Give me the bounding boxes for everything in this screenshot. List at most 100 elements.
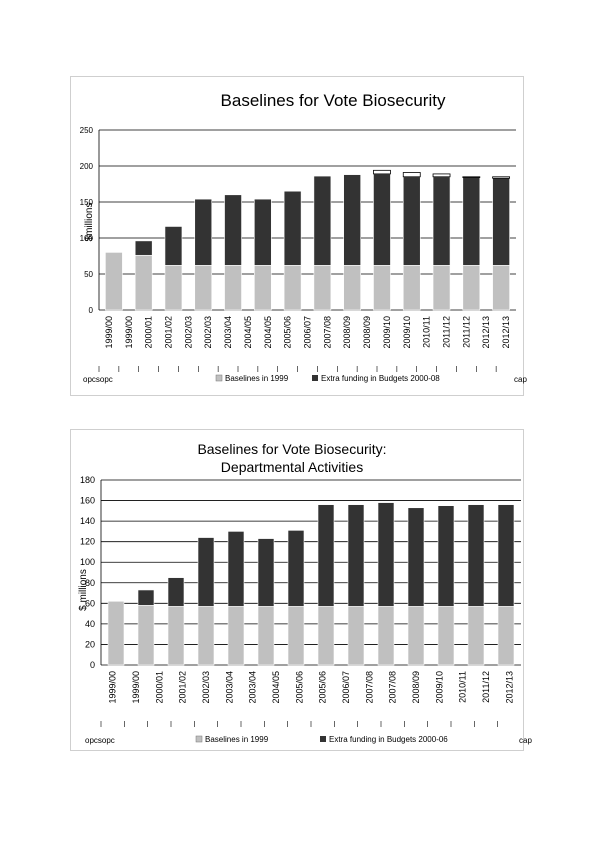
chart-1-legend-swatch-baseline [215, 374, 223, 382]
chart-1-plot: 0 50 100 150 200 250 1999/00 1999/00 2000/01 2001… [80, 126, 528, 384]
chart-1-x-tick-label: 2005/06 [283, 316, 293, 349]
chart-2-plot: 0 20 40 60 80 100 120 140 160 180 1999/00 1999/00 20… [80, 475, 532, 745]
chart-1-bar-extra [194, 198, 213, 266]
chart-1-title: Baselines for Vote Biosecurity [221, 91, 446, 110]
chart-1-bar-extra [283, 190, 302, 266]
chart-2-bar-baseline [437, 606, 455, 666]
chart-2-y-tick-label: 0 [90, 660, 95, 670]
chart-1-bar-top [402, 172, 421, 178]
chart-2-x-tick-label: 2000/01 [154, 671, 164, 704]
chart-1-legend-left-text: opcsopc [83, 375, 113, 384]
chart-2-bar-extra [467, 504, 485, 607]
chart-1-ylabel: $millions [84, 203, 95, 242]
chart-1-x-tick-label: 2006/07 [303, 316, 313, 349]
chart-2-bar-extra [317, 504, 335, 607]
chart-2-y-tick-label: 120 [80, 537, 95, 547]
chart-2-x-tick-label: 2008/09 [411, 671, 421, 704]
chart-1-y-tick-label: 150 [80, 198, 94, 207]
chart-1-x-tick-label: 2010/11 [422, 316, 432, 348]
chart-2-x-tick-label: 1999/00 [108, 671, 118, 704]
chart-2-x-tick-label: 2005/06 [318, 671, 328, 704]
chart-1-x-tick-label: 2012/13 [481, 316, 491, 349]
chart-2-bar-baseline [167, 606, 185, 666]
chart-2-x-tick-label: 2007/08 [364, 671, 374, 704]
chart-1-bar-top [373, 169, 391, 175]
chart-2-bar-extra [257, 538, 275, 607]
chart-1-bar-baseline [402, 265, 421, 311]
chart-2-bar-baseline [497, 606, 515, 666]
chart-1-bar-baseline [432, 265, 451, 311]
chart-2-x-tick-label: 2002/03 [201, 671, 211, 704]
chart-1-bar-extra [343, 174, 361, 266]
chart-2-bar-extra [197, 537, 215, 607]
chart-1-legend-baseline-label: Baselines in 1999 [225, 374, 289, 383]
chart-2-y-tick-label: 180 [80, 475, 95, 485]
chart-1-bar-baseline [105, 252, 123, 311]
chart-1-bar-baseline [134, 254, 153, 311]
chart-1-y-tick-label: 200 [80, 162, 94, 171]
chart-2-x-tick-label: 2004/05 [271, 671, 281, 704]
chart-1-x-tick-label: 2011/12 [461, 316, 471, 348]
chart-1-legend-extra-label: Extra funding in Budgets 2000-08 [321, 374, 440, 383]
chart-2-bar-baseline [227, 606, 245, 666]
chart-1-bar-extra [492, 177, 510, 266]
chart-1-bar-baseline [373, 265, 391, 311]
chart-2-y-tick-label: 160 [80, 496, 95, 506]
chart-2-bar-baseline [377, 606, 395, 666]
chart-1-x-tick-label: 2008/09 [362, 316, 372, 349]
chart-2-legend-baseline-label: Baselines in 1999 [205, 735, 269, 744]
chart-1-bar-top [492, 176, 511, 179]
chart-2-y-tick-label: 20 [85, 639, 95, 649]
chart-2-x-tick-label: 1999/00 [131, 671, 141, 704]
chart-1-bar-extra [254, 198, 272, 266]
chart-2-title-line2: Departmental Activities [221, 459, 363, 475]
chart-2-bar-baseline [137, 605, 155, 666]
chart-2-bar-baseline [287, 606, 305, 666]
chart-1-bar-extra [224, 194, 242, 266]
chart-2-legend-right-text: cap [519, 736, 532, 745]
chart-1-x-tick-label: 2002/03 [203, 316, 213, 349]
chart-2-bar-extra [227, 531, 245, 607]
chart-1-bar-extra [134, 240, 153, 256]
chart-2-bar-baseline [407, 606, 425, 666]
chart-2-x-tick-label: 2009/10 [434, 671, 444, 704]
chart-1-bar-baseline [462, 265, 481, 311]
chart-1-y-tick-label: 100 [80, 234, 94, 243]
chart-2-y-tick-label: 100 [80, 557, 95, 567]
chart-2-bar-baseline [107, 600, 125, 666]
chart-1-x-tick-label: 2000/01 [144, 316, 154, 349]
chart-2-bar-baseline [347, 606, 365, 666]
chart-2-bar-baseline [197, 606, 215, 666]
chart-1-bar-extra [402, 176, 421, 266]
chart-1-bar-top [462, 176, 481, 178]
chart-1-x-tick-label: 2012/13 [501, 316, 511, 349]
chart-1-bar-baseline [224, 265, 242, 311]
chart-1-bar-baseline [254, 265, 272, 311]
chart-1-x-tick-label: 2004/05 [263, 316, 273, 349]
chart-1-bar-top [432, 173, 451, 178]
chart-1-bar-baseline [313, 265, 332, 311]
chart-1-x-tick-label: 2007/08 [322, 316, 332, 349]
chart-1-x-tick-label: 2011/12 [442, 316, 452, 348]
chart-2-y-tick-label: 80 [85, 578, 95, 588]
chart-1-legend-right-text: cap [514, 375, 527, 384]
chart-1-bar-baseline [283, 265, 302, 311]
chart-2-bar-baseline [467, 606, 485, 666]
chart-2-y-tick-label: 40 [85, 619, 95, 629]
chart-1-x-tick-label: 1999/00 [104, 316, 114, 349]
chart-1-bar-baseline [194, 265, 213, 311]
chart-2-bar-baseline [257, 606, 275, 666]
chart-1-bar-extra [373, 173, 391, 266]
chart-1-bar-extra [462, 177, 481, 266]
chart-2-legend-swatch-baseline [195, 735, 203, 743]
chart-2-bar-baseline [317, 606, 335, 666]
chart-2-legend-left-text: opcsopc [85, 736, 115, 745]
chart-1-x-tick-label: 2008/09 [342, 316, 352, 349]
chart-2-y-tick-label: 60 [85, 598, 95, 608]
chart-1-bar-baseline [492, 265, 510, 311]
chart-2-x-tick-label: 2006/07 [341, 671, 351, 704]
chart-1-bar-baseline [343, 265, 361, 311]
chart-1-y-tick-label: 250 [80, 126, 94, 135]
chart-2-x-tick-label: 2001/02 [178, 671, 188, 704]
